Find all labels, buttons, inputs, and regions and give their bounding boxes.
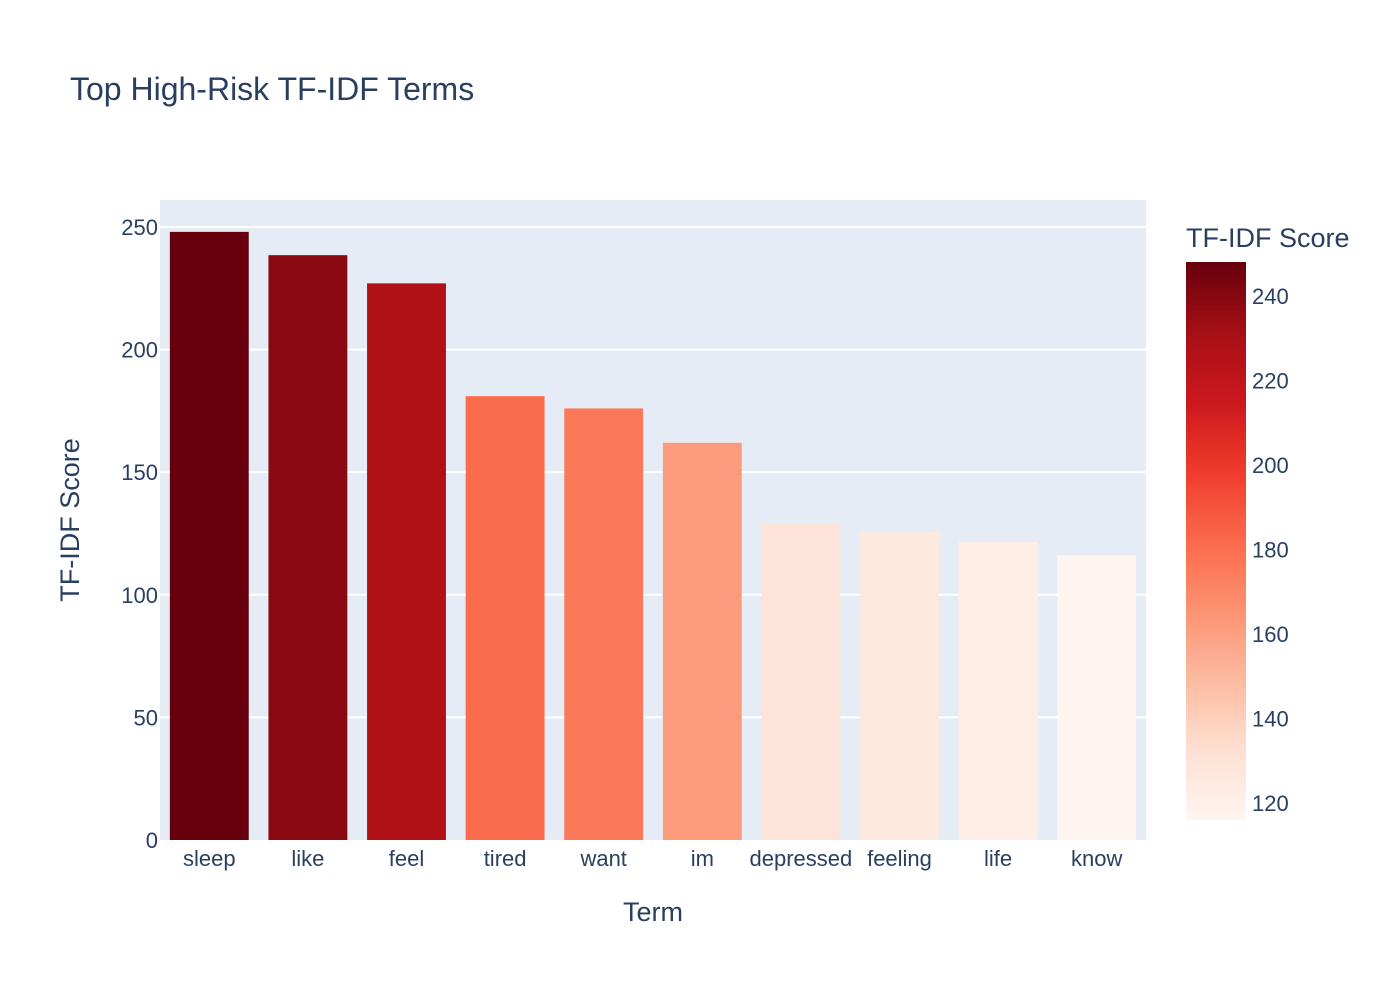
y-axis-title: TF-IDF Score [55, 438, 85, 602]
chart-title: Top High-Risk TF-IDF Terms [70, 71, 474, 107]
x-tick-label: depressed [750, 846, 853, 871]
bar-know [1057, 555, 1137, 840]
bar-want [564, 408, 644, 840]
bar-like [268, 255, 348, 840]
x-tick-label: feeling [867, 846, 932, 871]
x-axis-title: Term [623, 897, 683, 927]
x-tick-label: sleep [183, 846, 236, 871]
y-tick-label: 100 [121, 583, 158, 608]
colorbar [1186, 262, 1246, 820]
y-tick-label: 250 [121, 215, 158, 240]
y-tick-label: 0 [146, 828, 158, 853]
bars [169, 231, 1137, 841]
colorbar-tick-label: 160 [1252, 622, 1289, 647]
colorbar-tick-label: 240 [1252, 284, 1289, 309]
colorbar-tick-label: 140 [1252, 707, 1289, 732]
x-tick-label: im [691, 846, 714, 871]
x-axis-ticks: sleep like feel tired want im depressed feeling… [183, 846, 1122, 871]
y-tick-label: 200 [121, 338, 158, 363]
bar-depressed [761, 523, 841, 840]
y-tick-label: 150 [121, 460, 158, 485]
bar-sleep [169, 231, 249, 841]
colorbar-tick-label: 200 [1252, 453, 1289, 478]
colorbar-tick-label: 220 [1252, 368, 1289, 393]
bar-tired [465, 396, 545, 840]
y-axis-ticks: 0 50 100 150 200 250 [121, 215, 158, 853]
x-tick-label: feel [389, 846, 424, 871]
bar-feel [367, 283, 446, 840]
x-tick-label: want [579, 846, 626, 871]
bar-feeling [860, 532, 939, 840]
x-tick-label: life [984, 846, 1012, 871]
colorbar-tick-label: 120 [1252, 791, 1289, 816]
x-tick-label: know [1071, 846, 1122, 871]
y-tick-label: 50 [134, 705, 158, 730]
colorbar-tick-label: 180 [1252, 537, 1289, 562]
colorbar-ticks: 120 140 160 180 200 220 240 [1252, 284, 1289, 816]
bar-life [958, 542, 1038, 840]
colorbar-title: TF-IDF Score [1186, 223, 1350, 253]
x-tick-label: like [291, 846, 324, 871]
x-tick-label: tired [484, 846, 527, 871]
bar-im [662, 442, 742, 840]
